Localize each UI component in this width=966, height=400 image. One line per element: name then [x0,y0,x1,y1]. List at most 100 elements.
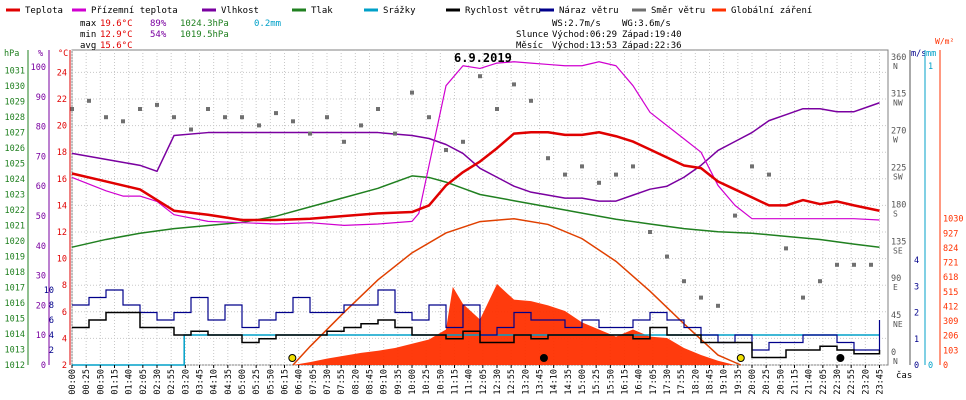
legend: Teplota Přízemní teplota Vlhkost Tlak Srážky… [6,6,812,16]
axis-humidity-tick: 70 [36,152,46,162]
unit-time: čas [896,370,912,381]
time-tick-label: 00:25 [82,369,92,395]
wind-direction-point [427,115,431,120]
axis-mm-tick: 1 [928,62,933,72]
axis-wm2-tick: 103 [943,346,958,356]
info-wg: WG:3.6m/s [622,19,671,29]
wind-direction-point [172,115,176,120]
time-tick-label: 13:45 [536,369,546,395]
wind-direction-point [155,102,159,107]
axis-hpa-tick: 1031 [5,67,25,77]
time-tick-label: 15:25 [592,369,602,395]
direction-tick-letter: S [893,209,898,218]
axis-hpa-tick: 1015 [5,315,25,325]
axis-wind-right-tick: 0 [914,361,919,371]
time-tick-label: 06:15 [281,369,291,395]
time-tick-label: 09:35 [394,369,404,395]
unit-wm2: W/m² [935,37,954,46]
legend-label: Tlak [311,6,333,16]
axis-hpa-tick: 1029 [5,98,25,108]
axis-hpa-tick: 1020 [5,237,25,247]
wind-direction-point [784,246,788,251]
wind-direction-point [240,115,244,120]
time-tick-label: 22:30 [833,369,843,395]
legend-label: Přízemní teplota [91,6,178,16]
axis-wm2-tick: 412 [943,302,958,312]
stat-max-hum: 89% [150,19,167,29]
time-tick-label: 05:25 [252,369,262,395]
wind-direction-point [529,98,533,103]
direction-tick-letter: N [893,357,898,366]
wind-direction-point [223,115,227,120]
axis-humidity-tick: 30 [36,272,46,282]
time-tick-label: 09:10 [380,369,390,395]
stat-max-temp: 19.6°C [100,19,133,29]
axis-hpa-tick: 1023 [5,191,25,201]
wind-direction-point [325,115,329,120]
time-tick-label: 04:35 [224,369,234,395]
wind-direction-point [291,119,295,124]
series-naraz-vetru [72,289,881,351]
axis-wind-left-tick: 6 [49,316,54,326]
sunset-marker [736,354,745,362]
direction-tick-letter: W [893,136,898,145]
wind-direction-point [308,131,312,136]
axis-hpa: 1012 1013 1014 1015 1016 1017 1018 1019 1020 1021… [5,67,25,372]
wind-direction-point [648,230,652,234]
direction-tick-value: 0 [891,348,896,358]
direction-tick-letter: E [893,283,898,292]
axis-hpa-tick: 1016 [5,299,25,309]
series-rychlost-vetru [72,311,881,359]
time-tick-label: 14:10 [550,369,560,395]
time-tick-label: 14:35 [564,369,574,395]
time-tick-label: 02:55 [167,369,177,395]
axis-temperature-tick: 2 [62,361,67,371]
time-tick-label: 15:00 [578,369,588,395]
axis-hpa-tick: 1017 [5,284,25,294]
stat-label: avg [80,41,96,51]
axis-temperature-tick: 24 [57,68,67,78]
series-smer-vetru [70,74,873,308]
wind-direction-point [733,213,737,218]
wind-direction-point [665,254,669,259]
time-tick-label: 01:15 [111,369,121,395]
axis-wm2-tick: 515 [943,288,958,298]
time-tick-label: 19:10 [720,369,730,395]
axis-hpa-tick: 1012 [5,361,25,371]
series-vlhkost [71,102,880,202]
time-tick-label: 05:00 [238,369,248,395]
wind-direction-point [563,172,567,177]
axis-hpa-tick: 1021 [5,222,25,232]
info-sun-label: Slunce [516,30,549,40]
wind-direction-point [478,74,482,79]
time-tick-label: 17:05 [649,369,659,395]
axis-wm2-tick: 618 [943,273,958,283]
time-tick-label: 08:20 [351,369,361,395]
moonset-marker [836,354,845,362]
legend-label: Srážky [383,6,416,16]
time-tick-label: 20:25 [762,369,772,395]
info-moon-label: Měsíc [516,41,543,51]
legend-label: Náraz větru [559,6,619,16]
axis-humidity: 0 10 20 30 40 50 60 70 80 90 100 [31,63,46,371]
time-tick-label: 22:55 [847,369,857,395]
stat-min-hum: 54% [150,30,167,40]
time-tick-label: 05:50 [266,369,276,395]
wind-direction-point [546,156,550,161]
legend-label: Teplota [25,6,63,16]
info-block: WS:2.7m/s WG:3.6m/s Slunce Východ:06:29 Zápa… [516,19,682,51]
axis-wm2-tick: 206 [943,332,958,342]
wind-direction-point [359,123,363,128]
series-tlak [71,175,880,248]
time-tick-label: 19:35 [734,369,744,395]
time-tick-label: 07:05 [309,369,319,395]
axis-time: 00:00 00:25 00:50 01:15 01:40 02:05 02:30 02:55… [68,365,886,395]
direction-tick-letter: NW [893,99,903,108]
time-tick-label: 21:40 [805,369,815,395]
stat-max-press: 1024.3hPa [180,19,229,29]
unit-ms: m/s [911,49,926,59]
legend-label: Globální záření [731,6,812,16]
direction-tick-value: 135 [891,237,906,247]
time-tick-label: 12:05 [479,369,489,395]
